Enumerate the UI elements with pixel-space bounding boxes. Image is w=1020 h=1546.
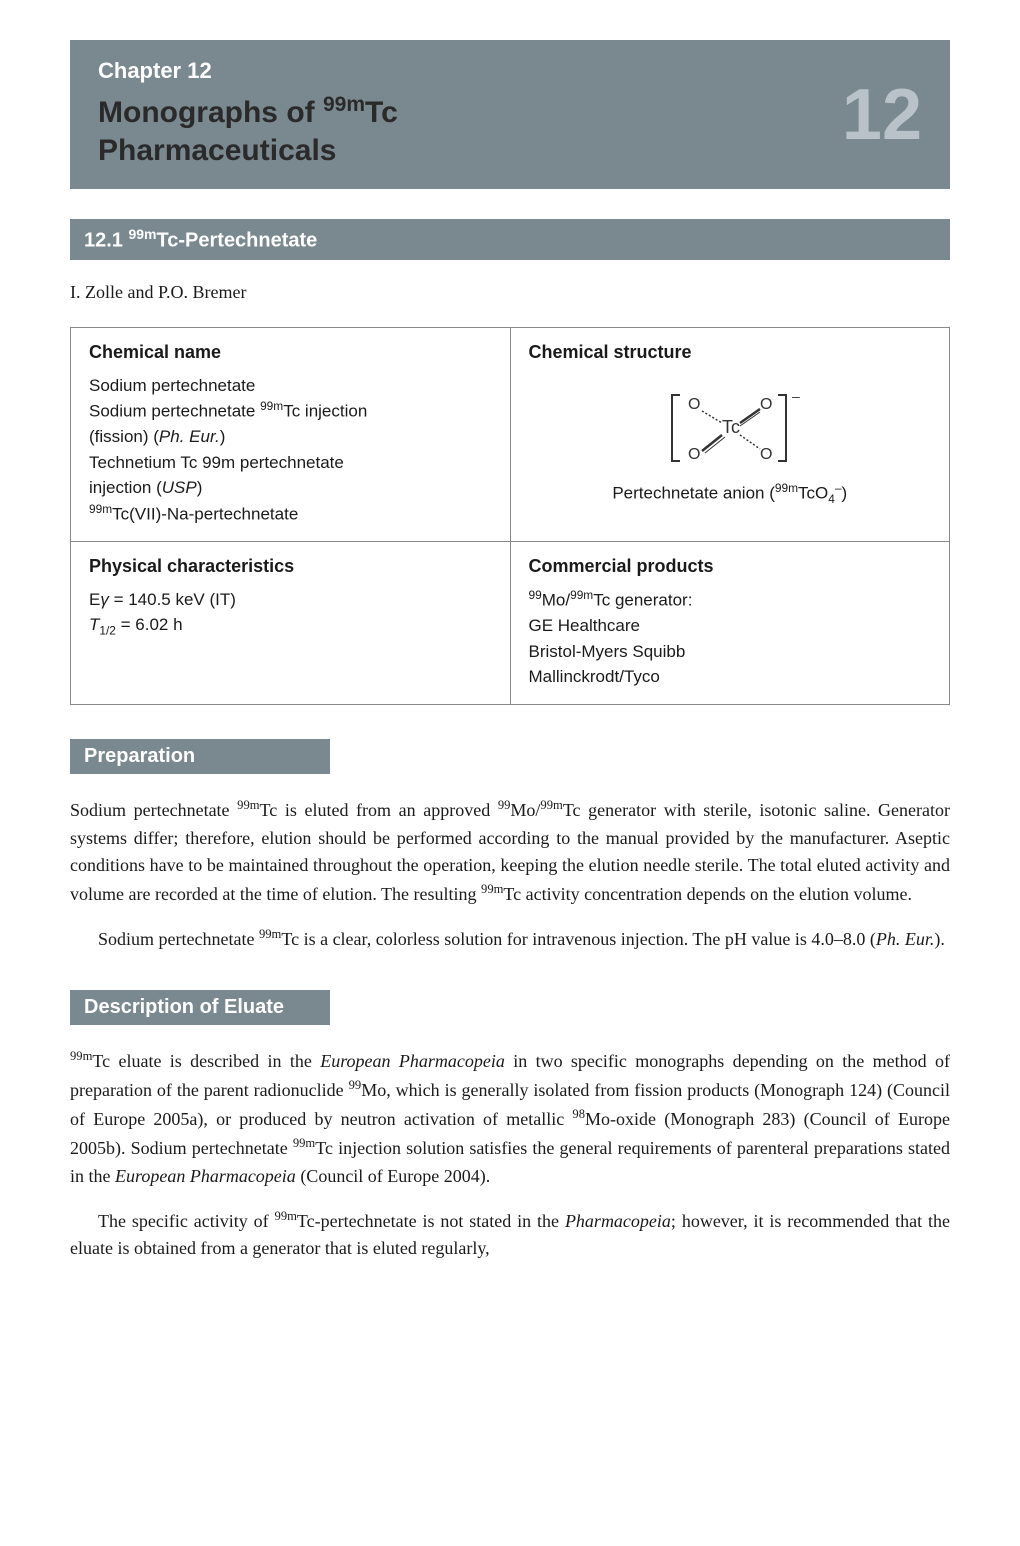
chapter-label: Chapter 12 [98, 58, 922, 84]
preparation-heading-bar: Preparation [70, 739, 330, 774]
generator-text: Tc generator: [593, 591, 692, 610]
authors: I. Zolle and P.O. Bremer [70, 282, 950, 303]
title-line2: Pharmaceuticals [98, 134, 336, 167]
cell-heading: Chemical name [89, 342, 492, 363]
title-text-2: Tc [365, 96, 398, 129]
title-text-1: Monographs of [98, 96, 323, 129]
cell-heading: Chemical structure [529, 342, 932, 363]
cell-heading: Physical characteristics [89, 556, 492, 577]
eluate-paragraph-2: The specific activity of 99mTc-pertechne… [70, 1207, 950, 1264]
structure-diagram: – Tc O O O O Pertechnet [529, 373, 932, 516]
svg-text:O: O [760, 446, 772, 463]
section-heading-bar: 12.1 99mTc-Pertechnetate [70, 219, 950, 260]
caption-sub: 4 [828, 492, 835, 506]
pertechnetate-structure-icon: – Tc O O O O [640, 383, 820, 473]
t-value: = 6.02 h [116, 615, 183, 634]
section-rest: Tc-Pertechnetate [157, 230, 318, 252]
caption-sup2: – [835, 481, 842, 495]
preparation-paragraph-2: Sodium pertechnetate 99mTc is a clear, c… [70, 925, 950, 954]
cell-body: 99Mo/99mTc generator: GE Healthcare Bris… [529, 587, 932, 690]
cell-commercial-products: Commercial products 99Mo/99mTc generator… [510, 541, 950, 704]
svg-text:O: O [760, 396, 772, 413]
cell-heading: Commercial products [529, 556, 932, 577]
table-row: Physical characteristics Eγ = 140.5 keV … [71, 541, 950, 704]
caption-sup: 99m [775, 481, 798, 495]
title-super: 99m [323, 93, 365, 116]
chapter-title: Monographs of 99mTc Pharmaceuticals [98, 92, 922, 169]
caption-mid: TcO [798, 483, 828, 502]
cell-chemical-structure: Chemical structure – Tc O O O O [510, 327, 950, 541]
svg-text:Tc: Tc [722, 417, 740, 437]
vendor-1: GE Healthcare [529, 616, 641, 635]
cell-body: Eγ = 140.5 keV (IT) T1/2 = 6.02 h [89, 587, 492, 641]
table-row: Chemical name Sodium pertechnetate Sodiu… [71, 327, 950, 541]
caption-pre: Pertechnetate anion ( [612, 483, 775, 502]
t-sub: 1/2 [99, 624, 116, 638]
cell-body: Sodium pertechnetate Sodium pertechnetat… [89, 373, 492, 527]
sup-99: 99 [529, 588, 542, 602]
mo-slash: Mo/ [542, 591, 570, 610]
vendor-3: Mallinckrodt/Tyco [529, 667, 660, 686]
eluate-paragraph-1: 99mTc eluate is described in the Europea… [70, 1047, 950, 1190]
gamma-symbol: γ [100, 590, 109, 609]
svg-text:–: – [792, 388, 800, 404]
e-value: = 140.5 keV (IT) [109, 590, 236, 609]
svg-text:O: O [688, 396, 700, 413]
preparation-paragraph-1: Sodium pertechnetate 99mTc is eluted fro… [70, 796, 950, 910]
section-super: 99m [128, 226, 156, 242]
info-table: Chemical name Sodium pertechnetate Sodiu… [70, 327, 950, 705]
cell-chemical-name: Chemical name Sodium pertechnetate Sodiu… [71, 327, 511, 541]
eluate-heading-bar: Description of Eluate [70, 990, 330, 1025]
chapter-header: Chapter 12 Monographs of 99mTc Pharmaceu… [70, 40, 950, 189]
sup-99m: 99m [570, 588, 593, 602]
svg-text:O: O [688, 446, 700, 463]
structure-caption: Pertechnetate anion (99mTcO4–) [529, 481, 932, 506]
chapter-number-large: 12 [842, 74, 922, 156]
e-label: E [89, 590, 100, 609]
t-label: T [89, 615, 99, 634]
vendor-2: Bristol-Myers Squibb [529, 642, 686, 661]
section-number: 12.1 [84, 230, 128, 252]
cell-physical-characteristics: Physical characteristics Eγ = 140.5 keV … [71, 541, 511, 704]
caption-end: ) [842, 483, 848, 502]
